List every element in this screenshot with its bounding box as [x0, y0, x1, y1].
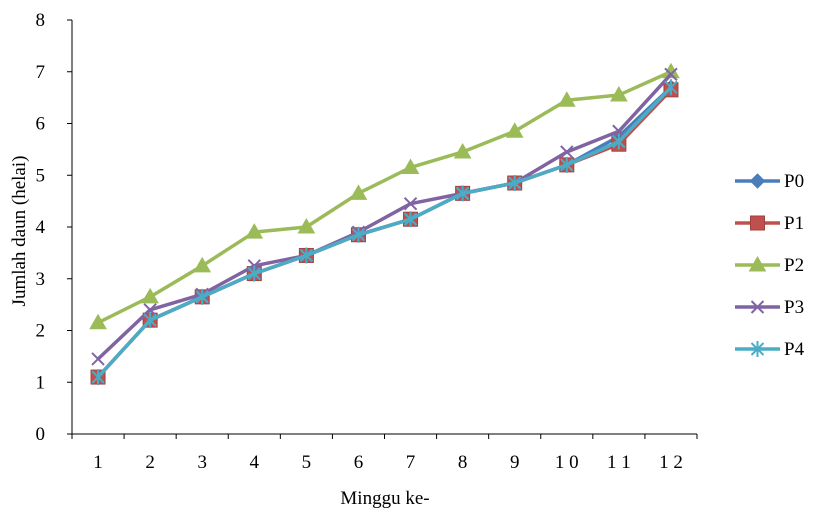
data-point [91, 369, 105, 386]
axes: 0 1 2 3 4 5 6 7 8 1 2 3 4 5 6 7 8 9 1 0 1 1 1 2 [36, 10, 698, 473]
data-point [143, 312, 157, 329]
x-tick-label: 3 [197, 452, 207, 473]
legend-marker [750, 341, 765, 357]
data-point [610, 86, 628, 102]
data-point [612, 133, 626, 150]
series-p0 [90, 79, 679, 385]
data-point [664, 79, 678, 96]
legend: P0 P1 P2 P3 P4 [735, 171, 805, 360]
legend-item-p4: P4 [735, 339, 805, 360]
data-point [505, 122, 524, 138]
x-tick-label: 1 [93, 452, 103, 473]
data-point [89, 313, 107, 330]
data-point [195, 288, 209, 305]
series-line [97, 70, 672, 325]
x-tick-label: 1 2 [659, 452, 683, 473]
x-tick-label: 5 [302, 452, 312, 473]
x-tick-label: 6 [354, 452, 364, 473]
series-line [96, 88, 673, 379]
legend-item-p2: P2 [735, 255, 804, 276]
y-tick-label: 5 [36, 165, 46, 186]
x-tick-label: 1 0 [555, 452, 579, 473]
data-point [245, 223, 264, 239]
data-point [664, 67, 678, 82]
series-p2 [89, 62, 680, 330]
data-point [247, 265, 261, 282]
y-tick-label: 2 [36, 321, 46, 342]
data-point [349, 184, 368, 200]
series-p4 [91, 79, 678, 386]
data-point [403, 197, 418, 211]
legend-marker [748, 255, 767, 272]
series-line [96, 86, 673, 379]
legend-marker [750, 300, 765, 314]
series-line [96, 73, 673, 361]
data-point [401, 158, 420, 174]
data-point [297, 217, 316, 234]
series-layer [89, 62, 680, 386]
y-tick-label: 4 [36, 217, 46, 238]
data-point [351, 226, 366, 243]
legend-label: P2 [784, 255, 804, 276]
legend-label: P3 [784, 297, 804, 318]
y-tick-label: 0 [36, 424, 46, 445]
data-point [141, 287, 159, 304]
legend-marker [749, 173, 766, 189]
y-tick-label: 8 [36, 10, 46, 31]
legend-marker [750, 215, 765, 231]
series-p1 [90, 82, 679, 385]
data-point [193, 256, 212, 273]
legend-label: P1 [784, 213, 804, 234]
legend-label: P0 [784, 171, 804, 192]
x-tick-label: 2 [145, 452, 155, 473]
x-tick-label: 7 [406, 452, 416, 473]
data-point [453, 142, 472, 159]
series-line [96, 86, 673, 379]
data-point [560, 145, 574, 159]
legend-label: P4 [784, 339, 805, 360]
legend-item-p0: P0 [735, 171, 804, 192]
data-point [403, 211, 418, 228]
x-tick-label: 1 1 [607, 452, 631, 473]
data-point [143, 303, 157, 317]
y-axis-title: Jumlah daun (helai) [9, 156, 30, 307]
series-p3 [91, 67, 678, 366]
legend-item-p1: P1 [735, 213, 804, 234]
data-point [560, 156, 574, 173]
data-point [508, 175, 522, 192]
x-axis-title: Minggu ke- [340, 488, 429, 509]
data-point [557, 91, 576, 107]
y-tick-label: 7 [36, 62, 46, 83]
x-tick-label: 8 [458, 452, 468, 473]
legend-item-p3: P3 [735, 297, 804, 318]
data-point [299, 247, 314, 264]
data-point [91, 352, 105, 366]
data-point [455, 185, 470, 202]
x-tick-label: 9 [510, 452, 520, 473]
y-tick-label: 6 [36, 114, 46, 135]
y-tick-label: 3 [36, 269, 46, 290]
x-tick-label: 4 [250, 452, 260, 473]
y-tick-label: 1 [36, 372, 46, 393]
